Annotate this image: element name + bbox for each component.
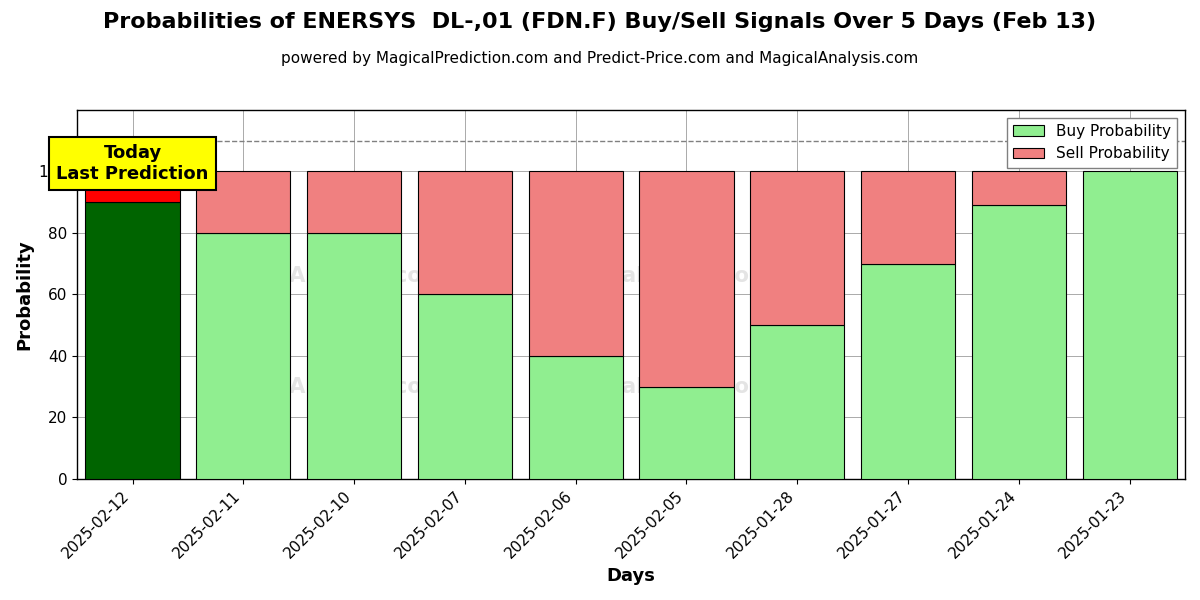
Bar [197, 172, 290, 233]
Text: Probabilities of ENERSYS  DL-,01 (FDN.F) Buy/Sell Signals Over 5 Days (Feb 13): Probabilities of ENERSYS DL-,01 (FDN.F) … [103, 12, 1097, 32]
Bar [307, 172, 401, 233]
Bar [85, 202, 180, 479]
Bar [85, 172, 180, 202]
Bar [1082, 172, 1177, 479]
Bar [640, 386, 733, 479]
Text: MagicalPrediction.com: MagicalPrediction.com [553, 266, 820, 286]
X-axis label: Days: Days [607, 567, 655, 585]
Bar [860, 263, 955, 479]
Bar [529, 356, 623, 479]
Legend: Buy Probability, Sell Probability: Buy Probability, Sell Probability [1007, 118, 1177, 167]
Bar [307, 233, 401, 479]
Bar [750, 325, 845, 479]
Bar [418, 295, 512, 479]
Bar [197, 233, 290, 479]
Bar [972, 205, 1066, 479]
Text: MagicalAnalysis.com: MagicalAnalysis.com [199, 377, 443, 397]
Text: Today
Last Prediction: Today Last Prediction [56, 144, 209, 182]
Text: MagicalAnalysis.com: MagicalAnalysis.com [199, 266, 443, 286]
Bar [640, 172, 733, 386]
Y-axis label: Probability: Probability [14, 239, 32, 350]
Bar [972, 172, 1066, 205]
Text: powered by MagicalPrediction.com and Predict-Price.com and MagicalAnalysis.com: powered by MagicalPrediction.com and Pre… [281, 51, 919, 66]
Bar [860, 172, 955, 263]
Text: MagicalPrediction.com: MagicalPrediction.com [553, 377, 820, 397]
Bar [529, 172, 623, 356]
Bar [750, 172, 845, 325]
Bar [418, 172, 512, 295]
